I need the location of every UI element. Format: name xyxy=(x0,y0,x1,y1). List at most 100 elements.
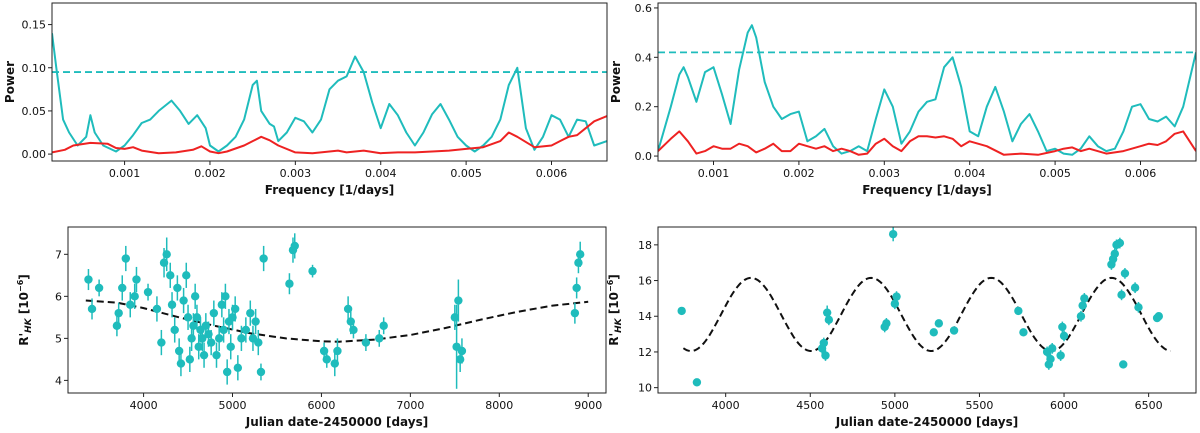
y-tick-label: 12 xyxy=(638,346,652,359)
data-point xyxy=(132,275,141,284)
data-point xyxy=(1130,283,1140,292)
data-point xyxy=(185,355,195,364)
data-point xyxy=(190,292,200,301)
y-tick-label: 0.0 xyxy=(635,150,653,163)
x-tick-label: 0.003 xyxy=(869,167,901,180)
data-point xyxy=(179,296,188,305)
data-point xyxy=(230,304,240,314)
window-function-line xyxy=(658,130,1196,156)
y-tick-label: 0.6 xyxy=(635,2,653,15)
y-axis-label: Power xyxy=(609,61,623,103)
data-point xyxy=(206,338,216,347)
y-tick-label: 18 xyxy=(638,239,652,252)
data-point xyxy=(892,292,901,301)
panel-top-left: 0.001 0.002 0.003 0.004 0.005 0.006 0.00 0.05 0.… xyxy=(3,2,608,197)
data-point xyxy=(1117,290,1126,300)
data-point xyxy=(121,254,131,263)
data-point xyxy=(112,321,122,330)
data-point xyxy=(1110,249,1119,258)
data-point xyxy=(226,342,235,351)
data-point xyxy=(1134,303,1143,312)
x-tick-label: 0.004 xyxy=(365,167,397,180)
data-point xyxy=(87,304,97,314)
data-point xyxy=(1056,351,1065,360)
axes-frame xyxy=(67,226,607,394)
x-tick-label: 5500 xyxy=(965,399,993,412)
data-point xyxy=(256,367,266,377)
y-tick-label: 6 xyxy=(55,290,62,303)
periodogram-line xyxy=(52,33,607,153)
data-point xyxy=(212,350,221,360)
data-point xyxy=(251,317,260,326)
x-tick-label: 0.001 xyxy=(698,167,730,180)
x-tick-label: 6000 xyxy=(307,399,335,412)
x-axis-label: Frequency [1/days] xyxy=(862,183,991,197)
data-point xyxy=(114,308,123,318)
data-point xyxy=(821,351,830,360)
x-tick-label: 4000 xyxy=(712,399,740,412)
x-tick-label: 6000 xyxy=(1050,399,1078,412)
axes-frame xyxy=(51,2,608,162)
data-point xyxy=(143,287,153,297)
data-point xyxy=(1014,306,1023,316)
data-point xyxy=(824,315,834,325)
model-curve xyxy=(682,276,1171,352)
data-point xyxy=(219,325,228,335)
data-point xyxy=(233,363,243,372)
data-point xyxy=(176,359,186,368)
data-point xyxy=(379,321,388,330)
x-tick-label: 0.006 xyxy=(1125,167,1157,180)
y-tick-label: 5 xyxy=(55,332,62,345)
data-point xyxy=(130,292,139,301)
x-tick-label: 9000 xyxy=(574,399,602,412)
plot-area xyxy=(677,227,1171,387)
y-tick-label: 0.00 xyxy=(22,148,47,161)
x-tick-label: 0.002 xyxy=(783,167,815,180)
data-point xyxy=(361,338,371,347)
data-point xyxy=(349,325,358,335)
y-axis-label: R'HK [10−6] xyxy=(16,274,34,346)
y-tick-label: 4 xyxy=(55,374,62,387)
data-point xyxy=(221,292,230,301)
data-point xyxy=(322,355,331,364)
data-point xyxy=(152,304,162,314)
data-point xyxy=(217,300,227,309)
y-tick-label: 0.2 xyxy=(635,101,653,114)
data-point xyxy=(929,328,938,337)
data-point xyxy=(1046,354,1055,364)
data-point xyxy=(819,338,828,348)
data-point xyxy=(890,299,900,308)
y-tick-label: 10 xyxy=(638,382,652,395)
x-tick-label: 5000 xyxy=(219,399,247,412)
data-point xyxy=(949,326,959,335)
y-tick-label: 0.15 xyxy=(22,19,47,32)
data-point xyxy=(173,283,182,293)
data-point xyxy=(192,313,202,322)
x-tick-label: 0.004 xyxy=(954,167,986,180)
data-point xyxy=(118,283,127,293)
data-point xyxy=(194,342,203,351)
data-point xyxy=(1119,360,1128,369)
data-point xyxy=(457,346,467,356)
data-point xyxy=(1115,238,1125,248)
data-point xyxy=(1078,301,1087,310)
y-tick-label: 0.4 xyxy=(635,51,653,64)
data-point xyxy=(1059,331,1069,341)
data-point xyxy=(126,300,135,309)
data-point xyxy=(167,300,177,309)
y-tick-label: 0.10 xyxy=(22,62,47,75)
data-point xyxy=(254,338,263,347)
data-point xyxy=(157,338,166,347)
data-point xyxy=(692,378,702,387)
data-point xyxy=(333,346,342,356)
data-point xyxy=(454,296,463,305)
x-tick-label: 6500 xyxy=(1135,399,1163,412)
data-point xyxy=(246,308,255,318)
data-point xyxy=(375,334,384,343)
data-point xyxy=(677,306,686,316)
x-tick-label: 0.006 xyxy=(536,167,568,180)
x-tick-label: 0.005 xyxy=(1039,167,1071,180)
data-point xyxy=(888,229,898,239)
panel-top-right: 0.001 0.002 0.003 0.004 0.005 0.006 0.0 0.2 0.4 0… xyxy=(609,2,1197,197)
data-point xyxy=(1058,322,1067,332)
